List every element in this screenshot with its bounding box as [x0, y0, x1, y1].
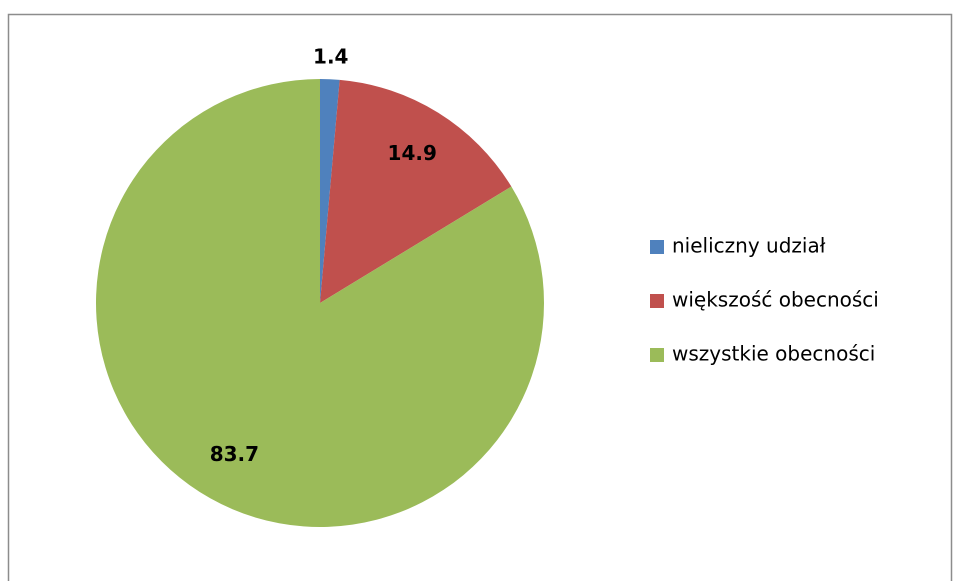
pie-slice — [320, 79, 512, 303]
pie-slice — [96, 79, 545, 527]
legend-label: większość obecności — [672, 288, 879, 312]
legend-swatch — [650, 348, 664, 362]
data-label: 83.7 — [210, 442, 259, 466]
data-label: 14.9 — [388, 141, 437, 165]
pie-slice — [320, 79, 340, 303]
legend-swatch — [650, 294, 664, 308]
legend-label: nieliczny udział — [672, 234, 826, 258]
chart-border — [7, 13, 953, 581]
legend-label: wszystkie obecności — [672, 342, 875, 366]
data-label: 1.4 — [313, 45, 348, 69]
legend-swatch — [650, 240, 664, 254]
